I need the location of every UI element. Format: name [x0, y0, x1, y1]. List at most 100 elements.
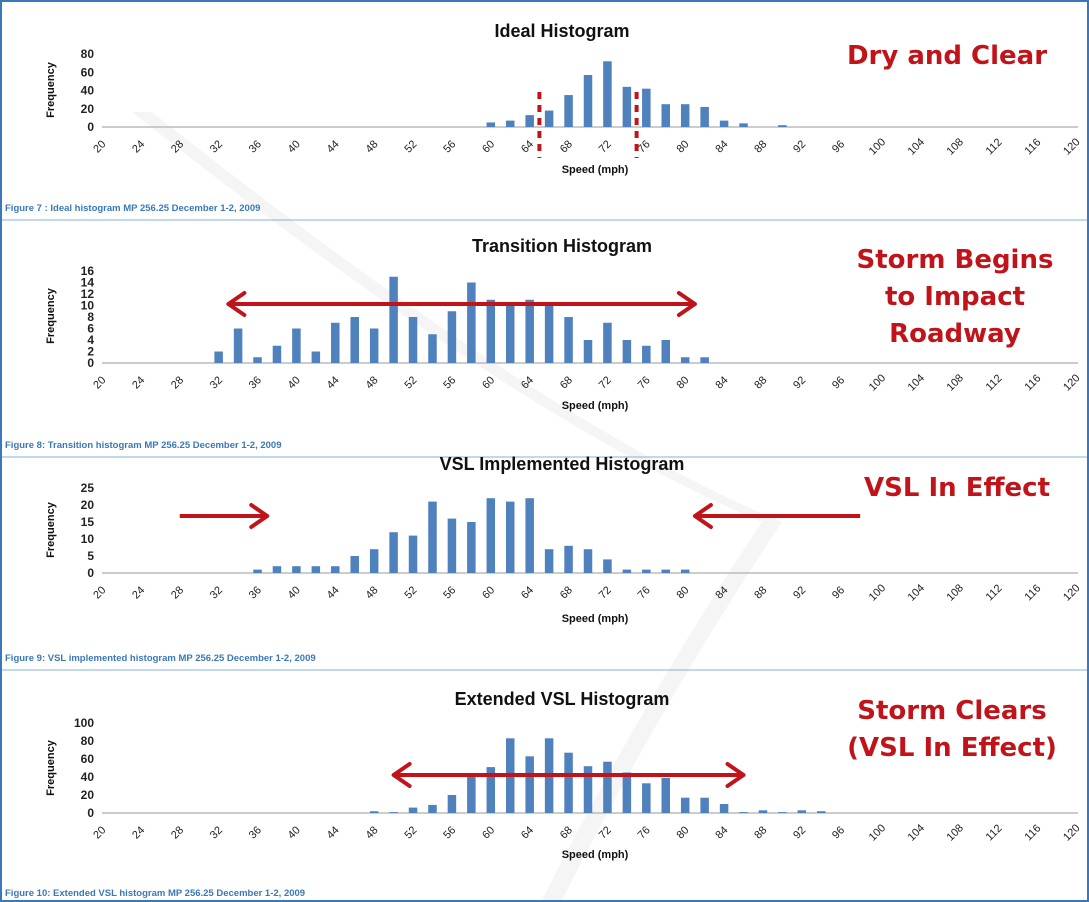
x-tick-label: 80 [675, 374, 692, 391]
x-tick-label: 120 [1061, 372, 1082, 393]
x-tick-label: 60 [480, 374, 497, 391]
histogram-bar [622, 772, 632, 813]
x-tick-label: 68 [558, 374, 575, 391]
background-swoosh [132, 112, 782, 900]
x-tick-label: 104 [906, 136, 927, 157]
x-tick-label: 104 [906, 372, 927, 393]
x-tick-label: 32 [208, 824, 225, 841]
x-tick-label: 100 [867, 582, 888, 603]
x-tick-label: 72 [597, 374, 614, 391]
x-tick-label: 104 [906, 582, 927, 603]
y-axis-label: Frequency [45, 501, 57, 558]
histogram-bar [369, 328, 379, 363]
x-tick-label: 120 [1061, 582, 1082, 603]
histogram-bar [680, 569, 690, 573]
x-tick-label: 108 [945, 136, 966, 157]
x-tick-label: 24 [130, 374, 147, 391]
y-tick-label: 6 [87, 322, 94, 336]
x-tick-label: 20 [91, 374, 108, 391]
x-axis-label: Speed (mph) [562, 400, 629, 412]
histogram-panel-3: VSL Implemented Histogram Frequency 0 5 10 15… [2, 454, 1087, 671]
histogram-bar [642, 88, 651, 127]
x-tick-label: 44 [325, 824, 342, 841]
x-tick-label: 52 [402, 138, 419, 155]
x-tick-label: 40 [286, 824, 303, 841]
histogram-bar [817, 811, 826, 813]
x-tick-label: 112 [984, 822, 1005, 843]
x-tick-label: 44 [325, 374, 342, 391]
y-tick-label: 20 [81, 102, 95, 116]
x-tick-label: 32 [208, 584, 225, 601]
annotation-text: Dry and Clear [847, 41, 1047, 71]
y-tick-label: 2 [87, 345, 94, 359]
x-tick-label: 112 [984, 372, 1005, 393]
histogram-bar [544, 110, 554, 127]
y-tick-label: 4 [87, 333, 94, 347]
x-tick-label: 24 [130, 138, 147, 155]
histogram-bar [778, 812, 787, 813]
y-tick-label: 60 [81, 65, 95, 79]
histogram-bar [272, 345, 282, 363]
x-tick-label: 112 [984, 136, 1005, 157]
figure-caption: Figure 10: Extended VSL histogram MP 256… [5, 888, 305, 899]
x-tick-label: 64 [519, 824, 536, 841]
histogram-bar [292, 328, 301, 363]
x-tick-label: 88 [752, 374, 769, 391]
x-tick-label: 104 [906, 822, 927, 843]
x-tick-label: 20 [91, 584, 108, 601]
figure-caption: Figure 7 : Ideal histogram MP 256.25 Dec… [5, 203, 260, 214]
x-tick-label: 32 [208, 374, 225, 391]
annotation-text: Storm Clears [857, 696, 1046, 726]
x-tick-label: 84 [713, 138, 730, 155]
y-tick-label: 20 [81, 788, 95, 802]
histogram-bar [603, 559, 612, 573]
x-tick-label: 56 [441, 138, 458, 155]
x-tick-label: 96 [830, 138, 847, 155]
x-tick-label: 40 [286, 584, 303, 601]
histogram-bar [603, 761, 612, 813]
histogram-bar [739, 812, 748, 813]
x-tick-label: 56 [441, 584, 458, 601]
x-tick-label: 32 [208, 138, 225, 155]
x-tick-label: 48 [363, 824, 380, 841]
histogram-bar [272, 566, 282, 573]
y-tick-label: 15 [81, 515, 95, 529]
x-tick-label: 92 [791, 138, 808, 155]
x-tick-label: 108 [945, 582, 966, 603]
x-tick-label: 28 [169, 824, 186, 841]
histogram-bar [486, 299, 496, 363]
y-tick-label: 40 [81, 84, 95, 98]
x-tick-label: 80 [675, 584, 692, 601]
x-tick-label: 92 [791, 824, 808, 841]
histogram-bar [564, 95, 573, 127]
histogram-bar [739, 123, 748, 127]
x-tick-label: 92 [791, 584, 808, 601]
y-tick-label: 10 [81, 532, 95, 546]
y-tick-label: 5 [87, 549, 94, 563]
histogram-bar [389, 532, 398, 573]
histogram-bar [564, 317, 573, 363]
double-arrow-right-head [725, 762, 746, 788]
x-axis-label: Speed (mph) [562, 164, 629, 176]
x-tick-label: 60 [480, 584, 497, 601]
left-arrow-head [249, 503, 270, 529]
x-tick-label: 64 [519, 584, 536, 601]
y-tick-label: 25 [81, 481, 95, 495]
histogram-bar [350, 317, 359, 363]
x-tick-label: 28 [169, 584, 186, 601]
histogram-bar [428, 804, 437, 813]
histogram-bar [603, 322, 612, 363]
histogram-bar [661, 569, 671, 573]
x-tick-label: 88 [752, 138, 769, 155]
x-tick-label: 24 [130, 824, 147, 841]
x-tick-label: 100 [867, 136, 888, 157]
figure-caption: Figure 9: VSL implemented histogram MP 2… [5, 653, 316, 664]
histogram-bar [214, 351, 223, 363]
y-tick-label: 60 [81, 752, 95, 766]
x-tick-label: 56 [441, 824, 458, 841]
y-axis-label: Frequency [45, 287, 57, 344]
histogram-bar [467, 522, 476, 573]
histogram-bar [719, 120, 729, 127]
x-tick-label: 64 [519, 138, 536, 155]
